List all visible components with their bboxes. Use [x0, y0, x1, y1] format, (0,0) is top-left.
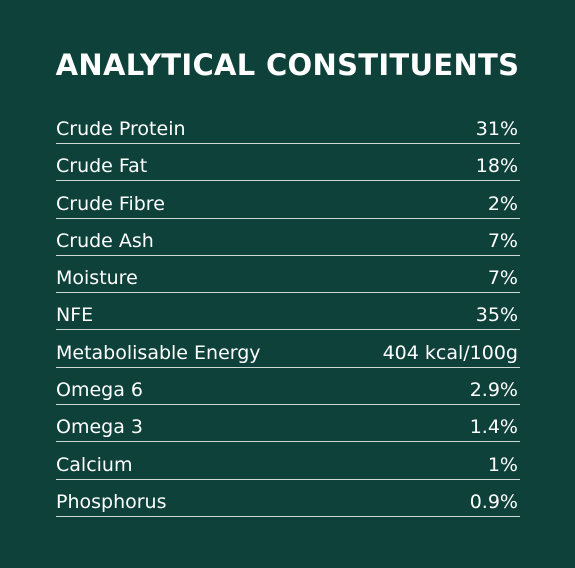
row-label: Phosphorus — [56, 490, 167, 513]
row-label: Metabolisable Energy — [56, 341, 261, 364]
row-value: 2% — [487, 192, 518, 215]
row-label: Crude Ash — [56, 229, 154, 252]
row-value: 0.9% — [469, 490, 518, 513]
table-row: Phosphorus 0.9% — [56, 481, 520, 517]
table-row: Omega 3 1.4% — [56, 406, 520, 443]
table-row: Omega 6 2.9% — [56, 369, 520, 406]
row-label: NFE — [56, 304, 94, 327]
row-value: 1.4% — [469, 416, 518, 439]
row-label: Crude Fibre — [56, 192, 165, 215]
row-value: 35% — [475, 304, 518, 327]
table-row: Moisture 7% — [56, 257, 520, 294]
table-row: Calcium 1% — [56, 444, 520, 480]
row-label: Moisture — [56, 267, 138, 290]
row-value: 31% — [475, 118, 518, 140]
table-row: Crude Ash 7% — [56, 220, 520, 256]
row-label: Crude Fat — [56, 155, 148, 178]
table-row: Crude Fibre 2% — [56, 183, 520, 219]
row-label: Omega 6 — [56, 379, 143, 402]
row-value: 18% — [475, 155, 518, 178]
row-value: 2.9% — [469, 379, 518, 402]
row-value: 404 kcal/100g — [382, 341, 518, 364]
table-row: NFE 35% — [56, 294, 520, 331]
row-label: Crude Protein — [56, 118, 186, 140]
table: Crude Protein 31% Crude Fat 18% Crude Fibre 2… — [56, 108, 520, 518]
table-row: Crude Fat 18% — [56, 145, 520, 182]
row-value: 7% — [487, 229, 518, 252]
row-label: Omega 3 — [56, 416, 143, 439]
row-label: Calcium — [56, 453, 133, 476]
row-value: 7% — [487, 267, 518, 290]
table-row: Metabolisable Energy 404 kcal/100g — [56, 332, 520, 368]
row-value: 1% — [487, 453, 518, 476]
title: ANALYTICAL CONSTITUENTS — [55, 48, 520, 82]
table-row: Crude Protein 31% — [56, 108, 520, 144]
